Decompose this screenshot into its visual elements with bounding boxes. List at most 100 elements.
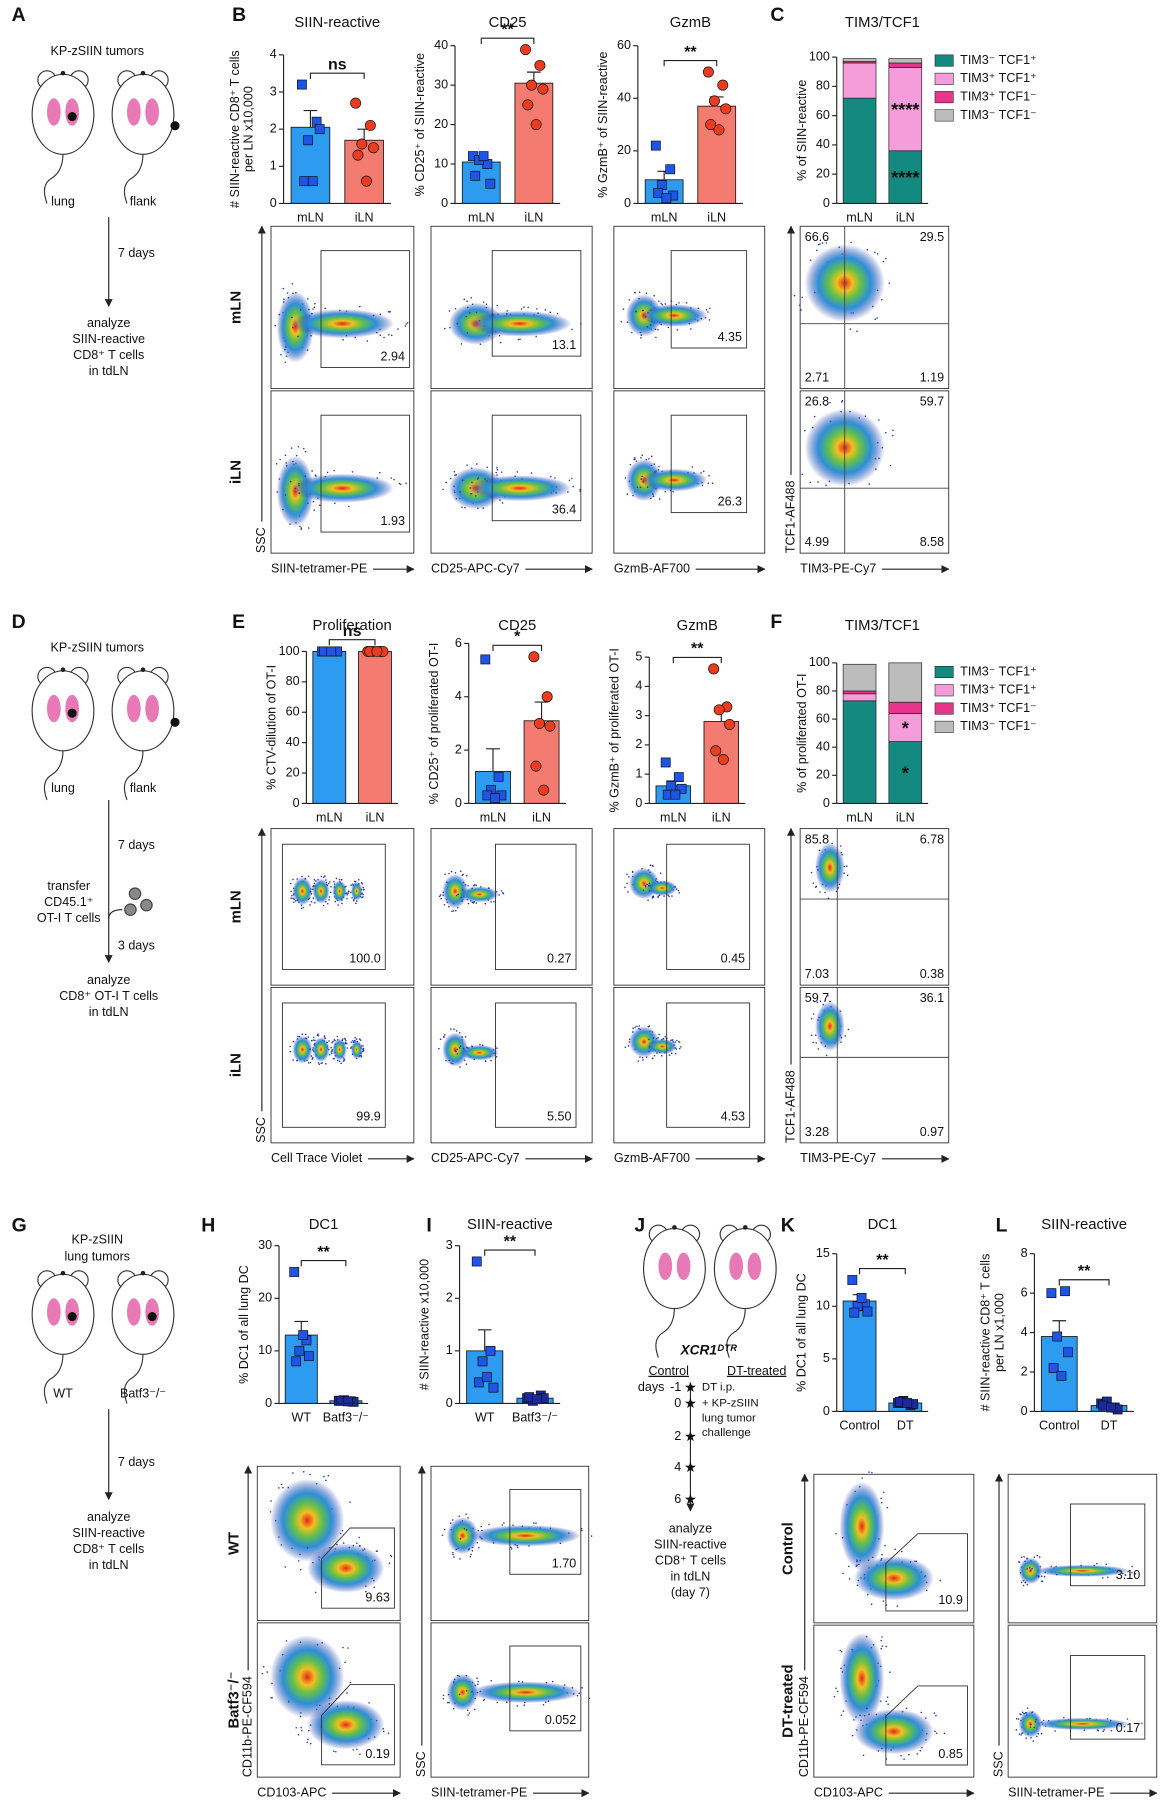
density-cloud <box>470 1681 580 1703</box>
row-label: mLN <box>229 291 245 324</box>
panel-letter: C <box>770 4 784 26</box>
x-tick-label: DT <box>897 1419 914 1433</box>
event-label: DT i.p. <box>702 1381 735 1393</box>
event-dot <box>640 457 642 459</box>
event-dot <box>311 1058 313 1060</box>
y-axis-label: SSC <box>254 1117 268 1143</box>
density-cloud <box>291 309 394 338</box>
event-dot <box>654 1055 656 1057</box>
bar <box>313 651 346 803</box>
event-dot <box>303 448 305 450</box>
mouse-body <box>112 74 174 154</box>
event-dot <box>814 416 816 418</box>
significance-mark: **** <box>891 167 920 188</box>
result-label: analyze <box>87 973 130 987</box>
event-dot <box>444 904 446 906</box>
event-dot <box>794 295 796 297</box>
y-tick-label: 3 <box>635 708 642 722</box>
data-point <box>718 80 728 90</box>
mouse-label: Batf3⁻/⁻ <box>120 1387 166 1401</box>
event-dot <box>439 896 441 898</box>
error-bar <box>357 129 371 140</box>
event-dot <box>443 1698 445 1700</box>
x-tick-label: DT <box>1101 1419 1118 1433</box>
event-dot <box>368 1702 370 1704</box>
event-dot <box>939 1580 941 1582</box>
event-dot <box>329 881 331 883</box>
event-dot <box>648 458 650 460</box>
row-label: WT <box>226 1532 242 1555</box>
event-dot <box>460 1046 462 1048</box>
event-dot <box>344 1059 346 1061</box>
density-cloud <box>839 1633 884 1724</box>
y-tick-label: 4 <box>635 679 642 693</box>
event-dot <box>1035 1721 1037 1723</box>
event-dot <box>476 463 478 465</box>
legend-swatch <box>935 666 953 677</box>
y-tick-label: 2 <box>446 1291 453 1305</box>
event-dot <box>367 340 369 342</box>
data-point <box>534 718 544 728</box>
quadrant-value: 4.99 <box>805 535 829 549</box>
event-dot <box>885 1700 887 1702</box>
event-dot <box>867 249 869 251</box>
y-tick-label: 80 <box>816 79 830 93</box>
event-dot <box>362 887 364 889</box>
legend-label: TIM3⁻ TCF1⁺ <box>960 53 1037 67</box>
event-dot <box>292 1059 294 1061</box>
event-dot <box>451 911 453 913</box>
y-axis-label: CD11b-PE-CF594 <box>797 1676 811 1777</box>
event-dot <box>678 302 680 304</box>
event-dot <box>1035 1719 1037 1721</box>
event-dot <box>1041 1575 1043 1577</box>
event-dot <box>407 322 409 324</box>
data-point <box>494 772 503 781</box>
x-tick-label: mLN <box>468 211 495 225</box>
x-axis-label: CD25-APC-Cy7 <box>431 1151 520 1165</box>
event-dot <box>341 879 343 881</box>
event-dot <box>466 1690 468 1692</box>
y-tick-label: 40 <box>816 137 830 151</box>
event-dot <box>906 1708 908 1710</box>
event-dot <box>362 1050 364 1052</box>
event-dot <box>679 892 681 894</box>
mouse-body <box>112 1274 174 1354</box>
event-dot <box>813 1013 815 1015</box>
x-tick-label: mLN <box>660 811 687 825</box>
event-dot <box>521 308 523 310</box>
panel-letter: F <box>770 611 782 633</box>
event-dot <box>488 1524 490 1526</box>
event-dot <box>1102 1577 1104 1579</box>
event-dot <box>883 261 885 263</box>
x-tick-label: iLN <box>707 211 726 225</box>
event-dot <box>881 1554 883 1556</box>
event-dot <box>633 459 635 461</box>
y-tick-label: 10 <box>434 156 448 170</box>
event-dot <box>298 446 300 448</box>
event-dot <box>812 1042 814 1044</box>
mouse-lung <box>127 695 141 722</box>
data-point <box>703 67 713 77</box>
stacked-segment <box>843 59 876 62</box>
y-tick-label: 2 <box>1021 1364 1028 1378</box>
event-label: challenge <box>702 1427 751 1439</box>
event-dot <box>571 329 573 331</box>
y-tick-label: 20 <box>816 166 830 180</box>
event-dot <box>647 326 649 328</box>
event-dot <box>363 1048 365 1050</box>
chart-title: GzmB <box>670 15 711 31</box>
mouse-nose <box>141 71 146 76</box>
tumor <box>68 112 77 121</box>
event-dot <box>623 308 625 310</box>
event-dot <box>856 1561 858 1563</box>
event-dot <box>279 459 281 461</box>
event-dot <box>894 1549 896 1551</box>
event-dot <box>282 1487 284 1489</box>
event-dot <box>531 472 533 474</box>
event-dot <box>1023 1556 1025 1558</box>
event-dot <box>460 870 462 872</box>
event-dot <box>456 1030 458 1032</box>
event-dot <box>887 1703 889 1705</box>
quadrant-value: 8.58 <box>920 535 944 549</box>
event-dot <box>449 310 451 312</box>
